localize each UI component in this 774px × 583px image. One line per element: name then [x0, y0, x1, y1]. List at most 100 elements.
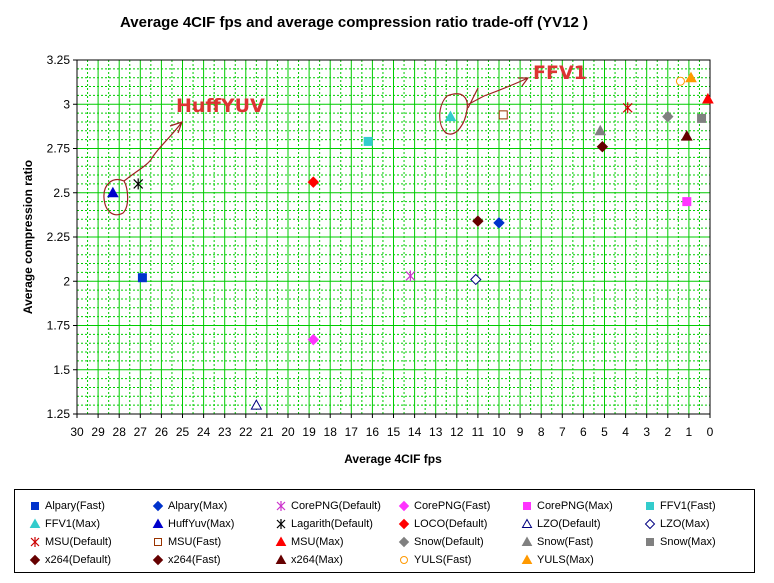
grid	[77, 60, 710, 414]
y-tick-label: 1.5	[53, 363, 70, 377]
legend-marker-corepng-max	[523, 501, 531, 510]
x-tick-label: 22	[239, 425, 253, 439]
legend-label: CorePNG(Fast)	[414, 499, 491, 512]
y-axis-label: Average compression ratio	[21, 160, 35, 314]
ffv1-circle	[439, 93, 468, 135]
legend-item-yuls-fast: YULS(Fast)	[396, 551, 519, 568]
legend-symbol-yuls-max	[521, 553, 533, 564]
legend-symbol-msu-max	[275, 535, 287, 546]
legend-label: Alpary(Fast)	[45, 499, 105, 512]
point-snow-fast	[594, 124, 607, 136]
legend-label: MSU(Default)	[45, 535, 112, 548]
legend-item-corepng-fast: CorePNG(Fast)	[396, 497, 519, 514]
point-corepng-fast	[307, 333, 320, 346]
legend-marker-x264-max	[275, 553, 287, 564]
x-tick-label: 6	[580, 425, 587, 439]
chart-title: Average 4CIF fps and average compression…	[120, 14, 588, 31]
x-tick-label: 19	[302, 425, 316, 439]
x-tick-label: 20	[281, 425, 295, 439]
x-tick-label: 27	[134, 425, 148, 439]
legend-marker-msu-default	[30, 536, 40, 547]
legend-symbol-snow-fast	[521, 535, 533, 546]
annotation-huffyuv: HuffYUV	[176, 95, 265, 117]
legend-symbol-snow-max	[646, 537, 654, 546]
legend-marker-lagarith-default	[276, 518, 286, 529]
legend-item-alpary-max: Alpary(Max)	[150, 497, 273, 514]
point-x264-max	[680, 130, 693, 141]
legend-label: YULS(Fast)	[414, 553, 472, 566]
legend-marker-huffyuv-max	[152, 517, 164, 528]
legend-label: Snow(Fast)	[537, 535, 594, 548]
legend-symbol-x264-default	[29, 554, 41, 565]
x-tick-label: 23	[218, 425, 232, 439]
legend-symbol-huffyuv-max	[152, 517, 164, 528]
point-ffv1-fast	[363, 136, 373, 146]
legend-label: Alpary(Max)	[168, 499, 228, 512]
legend-marker-snow-fast	[521, 535, 533, 546]
y-tick-label: 1.25	[47, 407, 71, 421]
legend-label: Lagarith(Default)	[291, 517, 373, 530]
legend-symbol-loco-default	[398, 518, 410, 529]
point-huffyuv-max	[107, 186, 119, 198]
x-tick-label: 16	[366, 425, 380, 439]
x-tick-label: 28	[113, 425, 127, 439]
legend-marker-loco-default	[398, 518, 410, 529]
legend-item-snow-default: Snow(Default)	[396, 533, 519, 550]
legend-item-huffyuv-max: HuffYuv(Max)	[150, 515, 273, 532]
axis-ticks: 30 29 28 27 26 25 24 23 22 21 20 19 18 17 16 15 14 13 12 11…	[47, 53, 714, 439]
legend-symbol-alpary-max	[152, 500, 164, 511]
legend-item-msu-default: MSU(Default)	[27, 533, 150, 550]
x-tick-label: 13	[429, 425, 443, 439]
legend-label: x264(Max)	[291, 553, 343, 566]
legend-marker-ffv1-max	[29, 517, 41, 528]
legend-item-ffv1-fast: FFV1(Fast)	[642, 497, 765, 514]
annotation-ffv1: FFV1	[533, 62, 587, 84]
legend-item-x264-max: x264(Max)	[273, 551, 396, 568]
legend-symbol-lagarith-default	[276, 518, 286, 529]
y-tick-label: 2.5	[53, 186, 70, 200]
legend-marker-snow-default	[398, 536, 410, 547]
point-yuls-fast	[675, 76, 685, 86]
legend-item-alpary-fast: Alpary(Fast)	[27, 497, 150, 514]
legend-symbol-corepng-fast	[398, 500, 410, 511]
legend-item-lzo-default: LZO(Default)	[519, 515, 642, 532]
point-ffv1-max	[444, 110, 457, 122]
legend-marker-snow-max	[646, 537, 654, 546]
legend-item-x264-default: x264(Default)	[27, 551, 150, 568]
legend-item-msu-max: MSU(Max)	[273, 533, 396, 550]
legend-label: YULS(Max)	[537, 553, 594, 566]
x-tick-label: 2	[664, 425, 671, 439]
legend-symbol-lzo-max	[644, 518, 656, 529]
x-tick-label: 29	[91, 425, 105, 439]
legend-symbol-x264-fast	[152, 554, 164, 565]
point-msu-max	[702, 92, 714, 104]
x-tick-label: 26	[155, 425, 169, 439]
legend-marker-lzo-default	[521, 517, 533, 528]
legend-marker-yuls-max	[521, 553, 533, 564]
x-tick-label: 18	[324, 425, 338, 439]
legend-marker-lzo-max	[644, 518, 656, 529]
point-snow-max	[697, 113, 707, 123]
x-tick-label: 25	[176, 425, 190, 439]
legend-item-lzo-max: LZO(Max)	[642, 515, 765, 532]
legend-item-corepng-default: CorePNG(Default)	[273, 497, 396, 514]
point-corepng-default	[405, 270, 416, 282]
legend-marker-alpary-fast	[31, 501, 39, 510]
x-tick-label: 9	[517, 425, 524, 439]
legend-label: LZO(Max)	[660, 517, 710, 530]
x-tick-label: 0	[707, 425, 714, 439]
legend-symbol-ffv1-fast	[646, 501, 654, 510]
legend-label: CorePNG(Default)	[291, 499, 381, 512]
x-tick-label: 14	[408, 425, 422, 439]
point-snow-default	[662, 110, 674, 123]
x-tick-label: 11	[472, 425, 485, 439]
y-tick-label: 2.75	[47, 142, 71, 156]
legend-item-msu-fast: MSU(Fast)	[150, 533, 273, 550]
y-tick-label: 2	[63, 274, 70, 288]
legend-label: LOCO(Default)	[414, 517, 488, 530]
legend-label: FFV1(Max)	[45, 517, 100, 530]
x-axis-label: Average 4CIF fps	[344, 452, 442, 466]
legend-label: Snow(Default)	[414, 535, 484, 548]
x-tick-label: 15	[387, 425, 401, 439]
